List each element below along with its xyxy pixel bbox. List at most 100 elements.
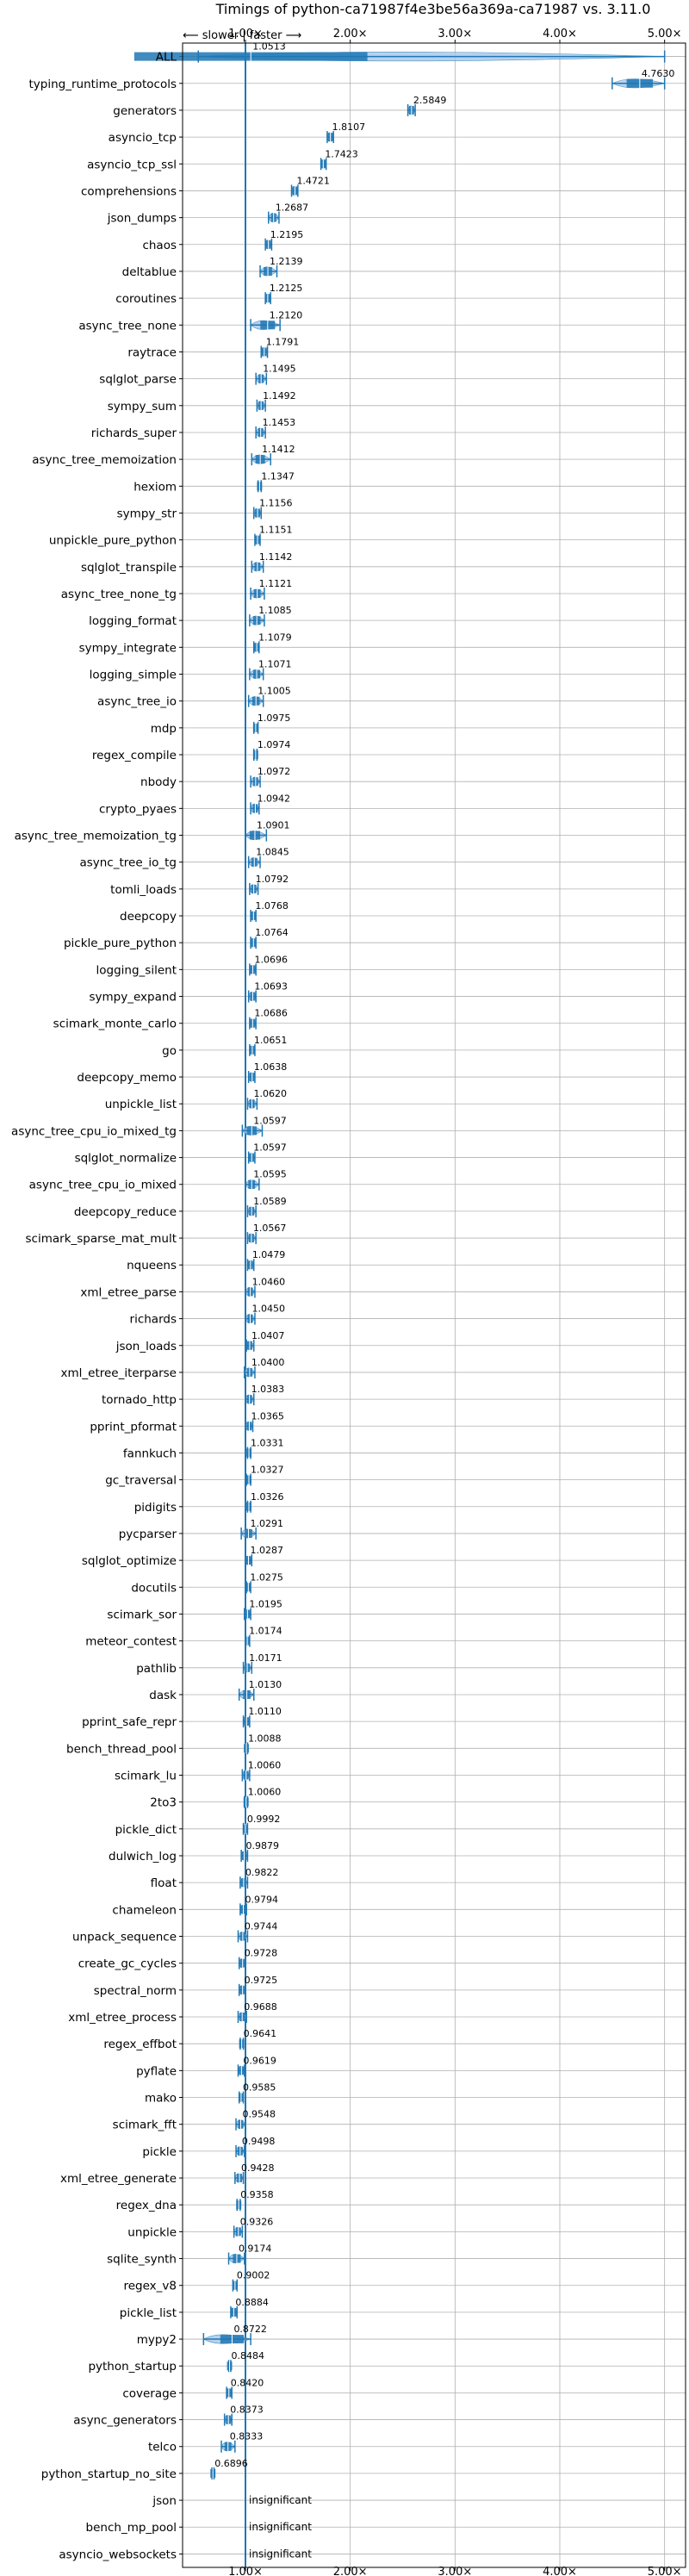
benchmark-label: mako (145, 2092, 177, 2106)
benchmark-mark: 1.0638 (247, 1061, 288, 1084)
benchmark-label: mdp (151, 722, 177, 736)
benchmark-mark: 1.0696 (249, 954, 288, 976)
benchmark-mark: 1.0768 (250, 900, 289, 923)
benchmark-label: bench_thread_pool (66, 1742, 177, 1756)
value-label: 1.0651 (254, 1035, 288, 1046)
benchmark-mark: 1.0513 (133, 41, 666, 63)
benchmark-mark: 1.1142 (251, 551, 292, 573)
value-label: 0.9822 (245, 1867, 279, 1878)
value-label: 0.9498 (242, 2136, 276, 2147)
benchmark-mark: 1.1121 (250, 578, 293, 600)
benchmark-label: async_generators (73, 2414, 177, 2428)
value-label: 0.9548 (243, 2109, 276, 2120)
x-tick-label-bottom: 5.00× (648, 2566, 682, 2576)
benchmark-mark: 0.9326 (233, 2216, 274, 2238)
benchmark-mark: 1.1005 (247, 686, 291, 707)
benchmark-mark: 1.2139 (259, 256, 303, 277)
benchmark-mark: 1.0407 (245, 1330, 285, 1352)
value-label: 1.2687 (276, 202, 309, 214)
benchmark-mark: 1.2687 (268, 202, 309, 224)
benchmark-label: create_gc_cycles (78, 1957, 177, 1971)
benchmark-label: nbody (140, 775, 177, 789)
value-label: 1.0383 (251, 1384, 285, 1395)
benchmark-mark: 0.8884 (230, 2297, 269, 2318)
benchmark-mark: 1.0174 (245, 1626, 282, 1647)
value-label: 0.9428 (241, 2162, 275, 2174)
value-label: 0.8420 (231, 2377, 264, 2388)
benchmark-mark: 4.7630 (611, 68, 675, 90)
benchmark-label: sqlite_synth (107, 2253, 177, 2267)
value-label: 1.0567 (253, 1223, 287, 1234)
benchmark-mark: 1.0901 (245, 820, 289, 842)
benchmark-mark: 0.9822 (239, 1867, 279, 1889)
benchmark-label: pidigits (134, 1501, 177, 1515)
benchmark-mark: 1.0620 (246, 1088, 287, 1111)
benchmark-mark: 1.0589 (246, 1196, 287, 1217)
benchmark-label: tomli_loads (110, 883, 177, 897)
value-label: 1.0792 (256, 874, 289, 885)
value-label: 0.9326 (240, 2216, 274, 2227)
value-label: 0.9794 (245, 1894, 278, 1905)
value-label: 1.0597 (253, 1142, 287, 1154)
value-label: 1.0195 (249, 1598, 282, 1609)
value-label: 1.1121 (259, 578, 293, 589)
benchmark-mark: 1.1151 (254, 525, 293, 546)
value-label: 1.0638 (254, 1061, 288, 1073)
benchmark-label: regex_v8 (123, 2280, 177, 2293)
value-label: 1.0326 (251, 1491, 284, 1503)
value-label: 1.0407 (251, 1330, 285, 1341)
benchmark-mark: 0.8484 (227, 2350, 264, 2373)
value-label: 1.0696 (254, 954, 288, 965)
benchmark-mark: 1.0595 (245, 1169, 287, 1191)
benchmark-label: richards (130, 1313, 177, 1327)
x-tick-label-top: 1.00× (228, 28, 263, 40)
value-label: 1.0287 (250, 1545, 283, 1556)
benchmark-mark: 1.0686 (249, 1008, 288, 1030)
x-tick-label-top: 2.00× (333, 28, 368, 40)
value-label: 1.1495 (263, 364, 296, 375)
benchmark-label: scimark_monte_carlo (53, 1017, 177, 1031)
benchmark-mark: 1.0110 (242, 1706, 282, 1728)
value-label: 0.9744 (245, 1921, 278, 1932)
benchmark-mark: 1.0693 (247, 981, 288, 1003)
x-tick-label-bottom: 2.00× (333, 2566, 368, 2576)
benchmark-mark: 1.0331 (246, 1437, 284, 1459)
benchmark-mark: 1.0651 (249, 1035, 288, 1056)
benchmark-label: asyncio_tcp (109, 131, 177, 145)
benchmark-mark: 1.2195 (264, 229, 303, 251)
benchmark-label: generators (113, 104, 177, 118)
benchmark-mark: 0.8722 (202, 2324, 267, 2346)
insignificant-label: insignificant (249, 2494, 312, 2506)
value-label: 1.0291 (251, 1518, 284, 1529)
value-label: 1.0589 (253, 1196, 287, 1207)
value-label: 1.4721 (296, 175, 330, 186)
x-tick-label-bottom: 1.00× (228, 2566, 263, 2576)
benchmark-label: async_tree_memoization (32, 453, 177, 467)
benchmark-mark: 0.9548 (235, 2109, 276, 2131)
benchmark-label: hexiom (133, 480, 177, 494)
benchmark-mark: 1.0450 (245, 1304, 285, 1325)
value-label: 0.8884 (235, 2297, 269, 2308)
benchmark-label: bench_mp_pool (86, 2521, 177, 2535)
benchmark-label: typing_runtime_protocols (29, 78, 177, 91)
benchmark-mark: 1.0479 (246, 1249, 285, 1272)
benchmark-mark: 1.1495 (255, 364, 296, 385)
benchmark-mark: 1.0287 (245, 1545, 283, 1567)
value-label: 4.7630 (642, 68, 675, 79)
benchmark-mark: 1.0845 (247, 847, 289, 868)
benchmark-label: ALL (156, 51, 177, 65)
insignificant-label: insignificant (249, 2548, 312, 2560)
value-label: 1.0331 (251, 1437, 284, 1448)
benchmark-mark: 1.2120 (250, 309, 302, 332)
value-label: 0.9585 (243, 2082, 276, 2094)
benchmark-mark: 1.0792 (249, 874, 289, 895)
benchmark-label: sympy_sum (108, 400, 177, 414)
benchmark-label: sympy_integrate (79, 641, 177, 655)
chart-title: Timings of python-ca71987f4e3be56a369a-c… (215, 1, 651, 17)
benchmark-mark: 1.0088 (244, 1733, 282, 1755)
benchmark-mark: 1.1079 (252, 632, 292, 654)
benchmark-label: json_dumps (107, 212, 177, 226)
value-label: 0.6896 (214, 2458, 248, 2469)
benchmark-mark: 0.9744 (237, 1921, 278, 1943)
x-tick-label-bottom: 4.00× (543, 2566, 577, 2576)
